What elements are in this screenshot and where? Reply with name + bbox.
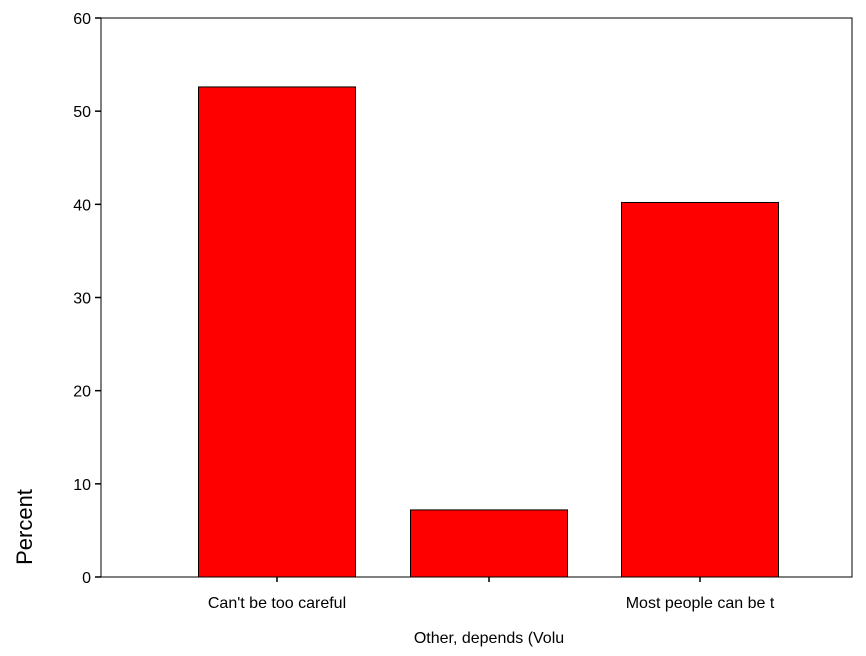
y-tick-label: 10 <box>73 477 91 494</box>
bars <box>198 86 779 578</box>
y-tick-label: 0 <box>82 570 91 587</box>
y-tick-label: 30 <box>73 291 91 308</box>
y-tick-label: 20 <box>73 384 91 401</box>
x-axis: Can't be too careful Other, depends (Volu… <box>208 577 775 647</box>
y-axis: 0 10 20 30 40 50 60 <box>73 11 101 587</box>
y-tick-label: 50 <box>73 104 91 121</box>
y-axis-title: Percent <box>12 489 37 565</box>
x-tick-label: Most people can be t <box>626 595 775 612</box>
y-tick-label: 60 <box>73 11 91 28</box>
x-tick-label: Can't be too careful <box>208 595 346 612</box>
bar <box>198 86 356 578</box>
bar <box>410 509 568 578</box>
x-tick-label: Other, depends (Volu <box>414 630 564 647</box>
y-tick-label: 40 <box>73 197 91 214</box>
bar <box>621 201 779 578</box>
